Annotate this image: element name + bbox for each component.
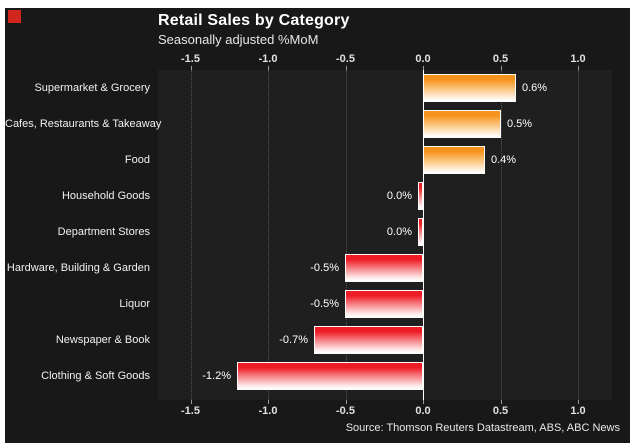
category-label: Hardware, Building & Garden: [6, 262, 150, 274]
tick-mark: [423, 400, 424, 404]
category-label: Food: [124, 154, 150, 166]
tick-mark: [345, 66, 347, 70]
tick-mark: [578, 400, 579, 404]
value-label: 0.4%: [491, 154, 517, 166]
tick-mark: [190, 66, 192, 70]
corner-red-marker: [8, 10, 21, 23]
bar-8: [237, 362, 423, 390]
bar-6: [345, 290, 423, 318]
gridline: [500, 70, 502, 400]
value-label: -0.5%: [310, 262, 339, 274]
tick-mark: [500, 400, 502, 404]
gridline: [190, 70, 192, 400]
category-label: Clothing & Soft Goods: [41, 370, 150, 382]
tick-mark: [190, 400, 192, 404]
x-tick-label: 0.5: [492, 53, 509, 65]
gridline: [345, 70, 347, 400]
plot-area: 0.6% 0.5% 0.4% 0.0% 0.0% -0.5% -0.5% -0.7% -1.2%: [158, 70, 612, 400]
x-tick-label: -0.5: [336, 405, 355, 417]
bar-3: [418, 182, 423, 210]
source-credit: Source: Thomson Reuters Datastream, ABS,…: [345, 422, 620, 434]
bar-4: [418, 218, 423, 246]
x-tick-label: 0.0: [415, 53, 431, 65]
tick-mark: [345, 400, 347, 404]
value-label: 0.0%: [386, 226, 412, 238]
x-axis-top: -1.5 -1.0 -0.5 0.0 0.5 1.0: [158, 52, 612, 66]
category-label: Department Stores: [57, 226, 150, 238]
x-tick-label: 1.0: [570, 53, 586, 65]
value-label: -1.2%: [202, 370, 231, 382]
value-label: -0.5%: [310, 298, 339, 310]
category-label: Cafes, Restaurants & Takeaway: [5, 118, 162, 130]
value-label: -0.7%: [279, 334, 308, 346]
x-tick-label: 0.0: [415, 405, 431, 417]
x-axis-bottom: -1.5 -1.0 -0.5 0.0 0.5 1.0: [158, 404, 612, 418]
value-label: 0.5%: [507, 118, 533, 130]
bar-0: [423, 74, 516, 102]
chart-subtitle: Seasonally adjusted %MoM: [158, 32, 319, 47]
gridline: [578, 70, 579, 400]
gridline: [268, 70, 269, 400]
tick-mark: [500, 66, 502, 70]
category-label: Liquor: [119, 298, 150, 310]
chart-title: Retail Sales by Category: [158, 12, 350, 29]
value-label: 0.0%: [386, 190, 412, 202]
category-label: Supermarket & Grocery: [34, 82, 150, 94]
tick-mark: [268, 400, 269, 404]
x-tick-label: 1.0: [570, 405, 586, 417]
x-tick-label: -1.5: [181, 53, 200, 65]
category-label: Newspaper & Book: [55, 334, 150, 346]
tick-mark: [578, 66, 579, 70]
bar-7: [314, 326, 423, 354]
zero-line: [423, 70, 424, 400]
chart-canvas: Retail Sales by Category Seasonally adju…: [5, 8, 630, 443]
x-tick-label: -1.0: [258, 405, 278, 417]
bar-5: [345, 254, 423, 282]
x-tick-label: 0.5: [492, 405, 509, 417]
bar-1: [423, 110, 501, 138]
value-label: 0.6%: [522, 82, 548, 94]
x-tick-label: -1.5: [181, 405, 200, 417]
category-label: Household Goods: [61, 190, 150, 202]
tick-mark: [423, 66, 424, 70]
bar-2: [423, 146, 485, 174]
x-tick-label: -1.0: [258, 53, 278, 65]
tick-mark: [268, 66, 269, 70]
x-tick-label: -0.5: [336, 53, 355, 65]
